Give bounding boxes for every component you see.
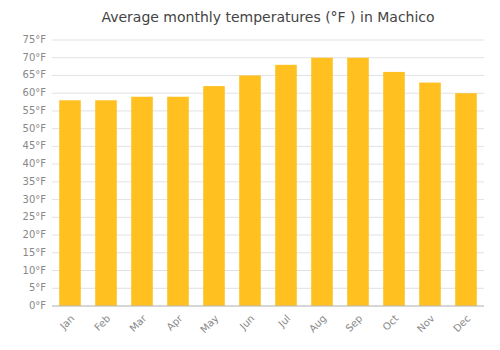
bar bbox=[383, 72, 405, 306]
y-tick-label: 30°F bbox=[23, 194, 47, 205]
bar bbox=[275, 65, 297, 306]
bar bbox=[455, 93, 477, 306]
x-axis-line bbox=[52, 306, 484, 307]
bars bbox=[59, 58, 477, 306]
x-tick-label: Aug bbox=[307, 313, 329, 335]
x-tick-label: Jan bbox=[57, 313, 76, 332]
y-tick-label: 15°F bbox=[23, 247, 47, 258]
bar bbox=[203, 86, 225, 306]
x-tick-label: Apr bbox=[164, 312, 185, 333]
y-tick-label: 65°F bbox=[23, 69, 47, 80]
bar bbox=[311, 58, 333, 306]
y-tick-label: 20°F bbox=[23, 229, 47, 240]
y-tick-label: 70°F bbox=[23, 52, 47, 63]
x-tick-label: Jun bbox=[237, 313, 257, 333]
y-tick-label: 60°F bbox=[23, 87, 47, 98]
y-tick-label: 10°F bbox=[23, 265, 47, 276]
y-tick-label: 35°F bbox=[23, 176, 47, 187]
y-tick-label: 55°F bbox=[23, 105, 47, 116]
bar bbox=[419, 83, 441, 306]
chart: Average monthly temperatures (°F ) in Ma… bbox=[0, 0, 500, 350]
grid-line bbox=[52, 306, 484, 307]
x-tick-label: Jul bbox=[275, 313, 292, 330]
y-tick-label: 40°F bbox=[23, 158, 47, 169]
grid-line bbox=[52, 57, 484, 58]
y-tick-label: 50°F bbox=[23, 123, 47, 134]
y-tick-label: 75°F bbox=[23, 34, 47, 45]
bar bbox=[167, 97, 189, 306]
bar bbox=[347, 58, 369, 306]
bar bbox=[239, 75, 261, 306]
x-tick-label: Oct bbox=[380, 313, 400, 333]
x-tick-label: Nov bbox=[415, 313, 437, 335]
y-tick-label: 45°F bbox=[23, 140, 47, 151]
bar bbox=[95, 100, 117, 306]
x-tick-label: Sep bbox=[343, 313, 364, 334]
x-tick-label: May bbox=[198, 313, 220, 335]
grid-line bbox=[52, 75, 484, 76]
y-tick-label: 5°F bbox=[29, 282, 46, 293]
y-tick-label: 25°F bbox=[23, 211, 47, 222]
x-tick-label: Dec bbox=[451, 313, 472, 334]
grid-line bbox=[52, 40, 484, 41]
x-tick-label: Feb bbox=[92, 313, 112, 333]
x-tick-label: Mar bbox=[127, 312, 149, 334]
grid bbox=[52, 40, 484, 306]
title: Average monthly temperatures (°F ) in Ma… bbox=[101, 9, 434, 25]
y-tick-label: 0°F bbox=[29, 300, 46, 311]
bar bbox=[131, 97, 153, 306]
chart-container: Average monthly temperatures (°F ) in Ma… bbox=[0, 0, 500, 350]
bar bbox=[59, 100, 81, 306]
